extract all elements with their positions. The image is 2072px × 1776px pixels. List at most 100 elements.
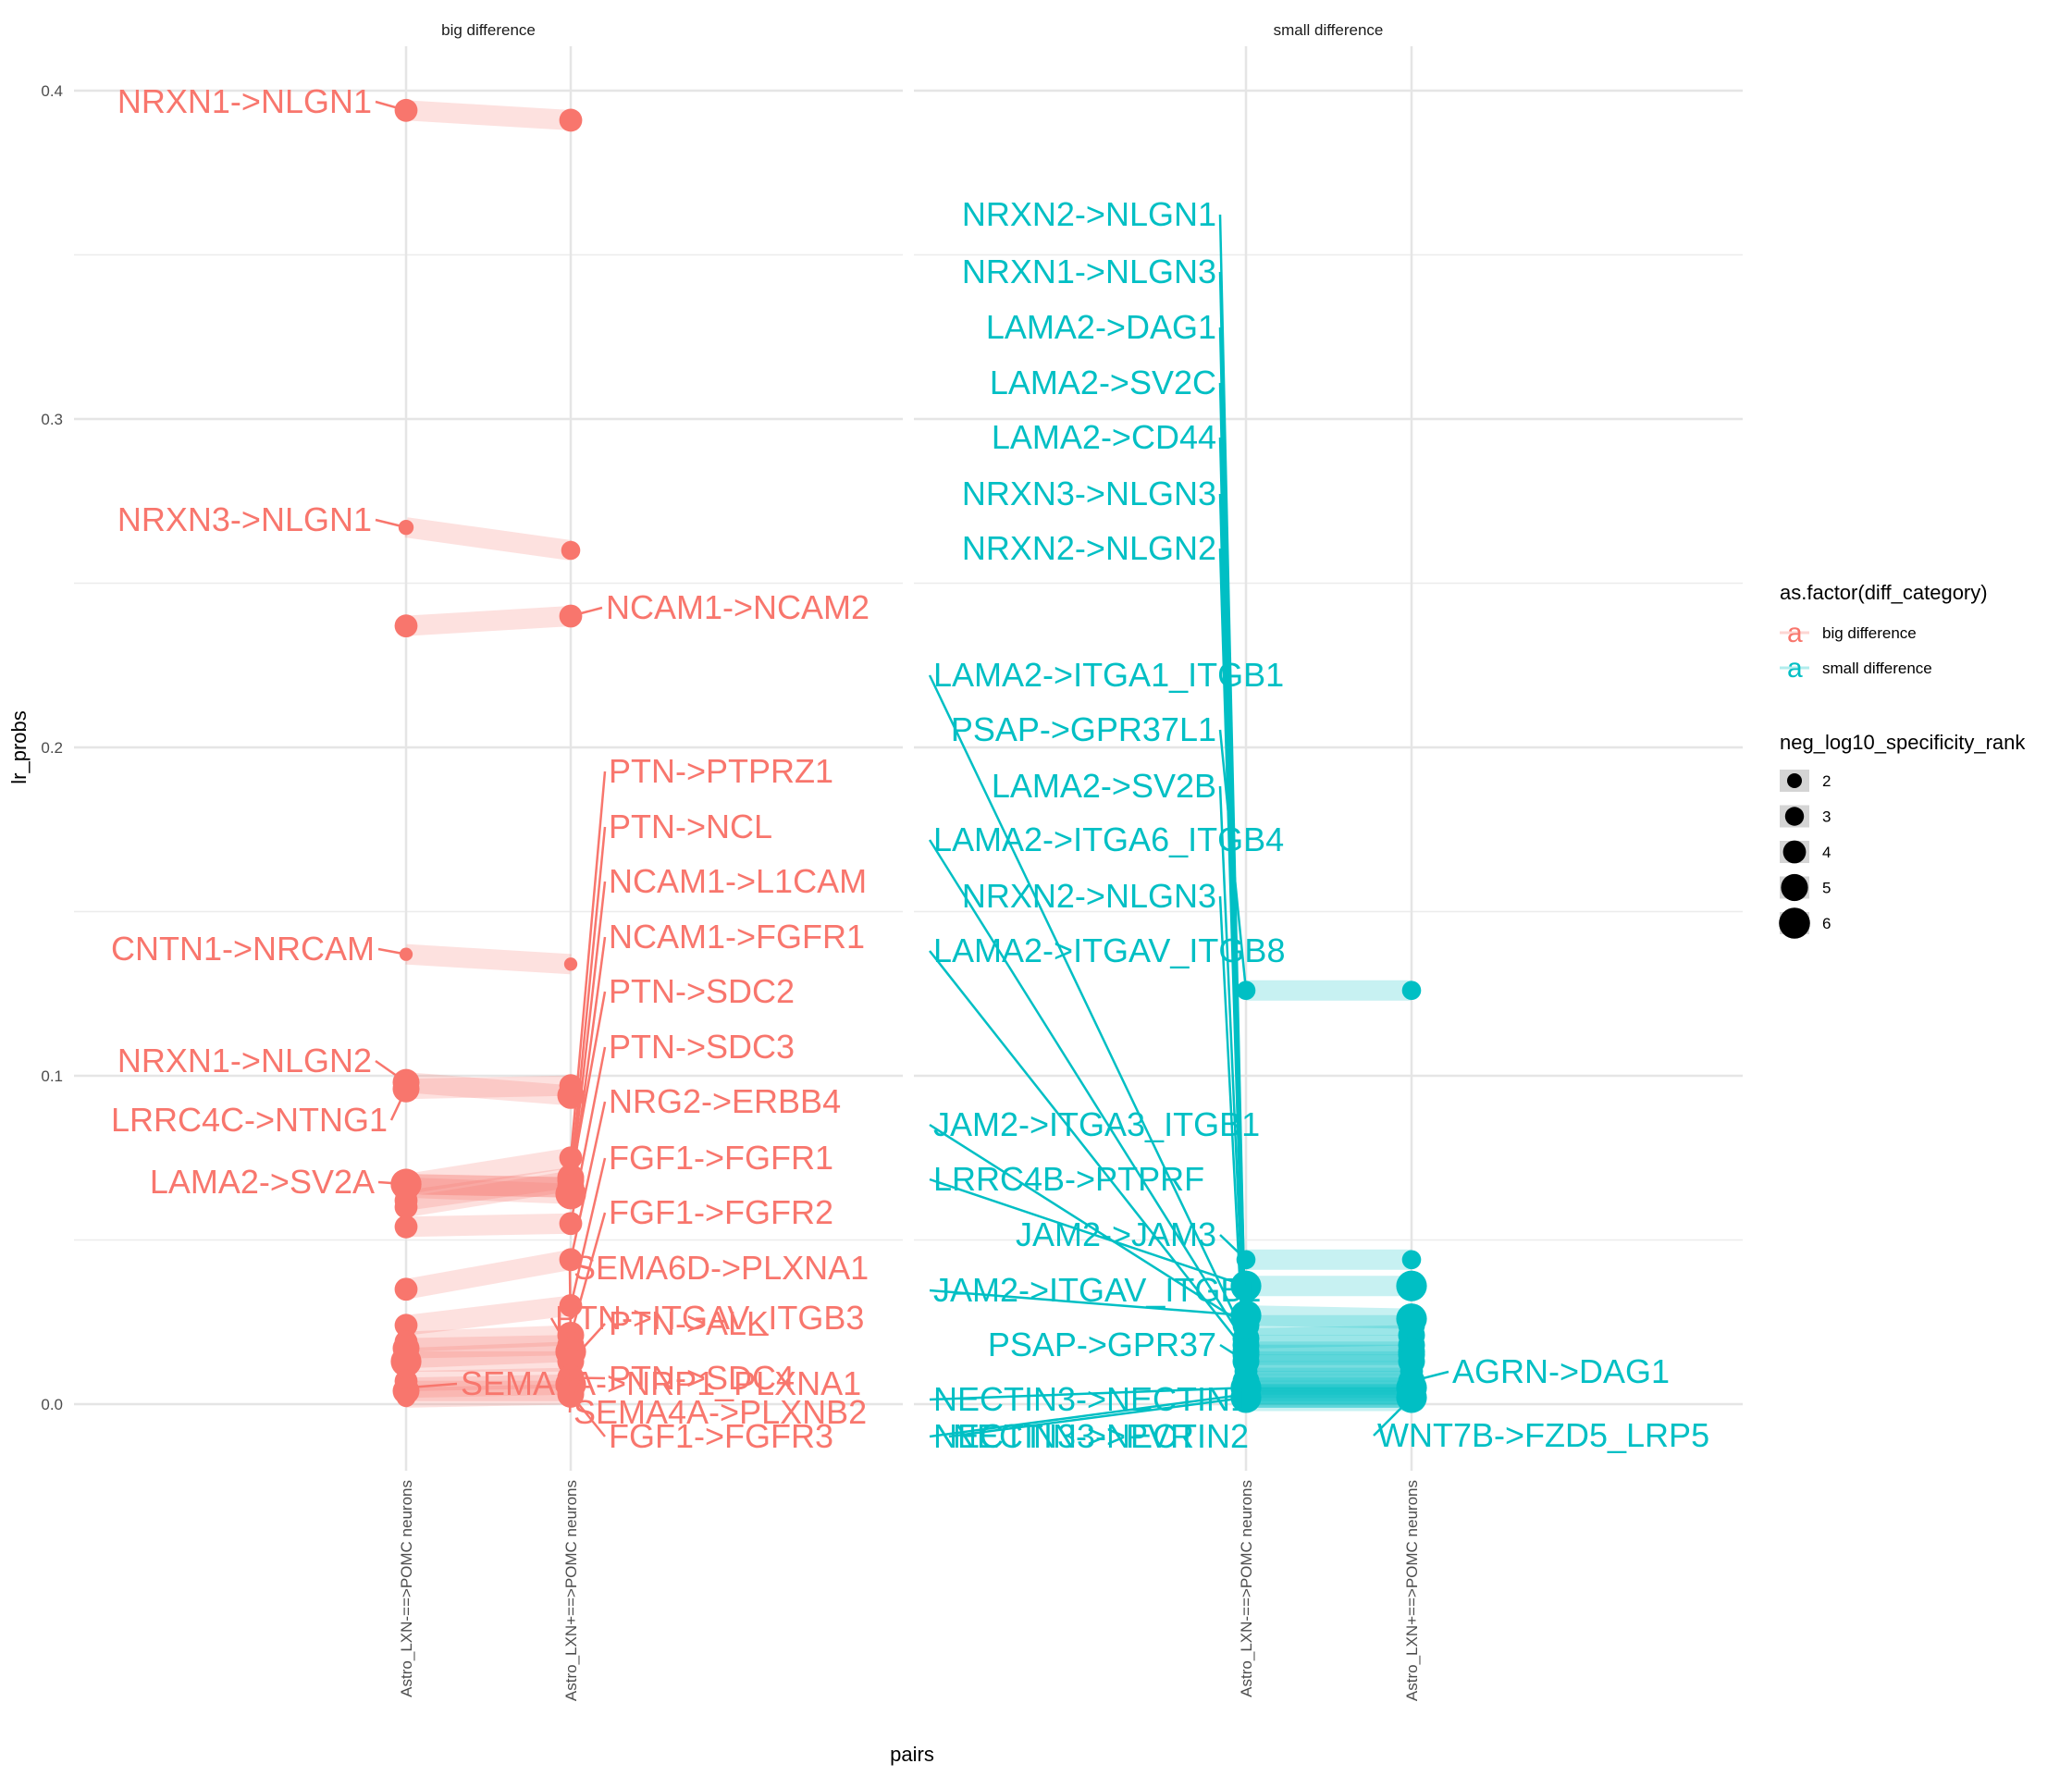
legend-size-label: 2 (1822, 772, 1831, 790)
slope-segment (404, 1170, 573, 1217)
data-point (561, 540, 581, 561)
label-leader-line (569, 881, 607, 1188)
data-label: LAMA2->SV2A (150, 1163, 375, 1201)
data-label: PSAP->GPR37L1 (951, 710, 1216, 748)
slope-segment (404, 1295, 573, 1336)
data-label: NECTIN3->NECTIN2 (933, 1417, 1249, 1455)
legend-size-key-circle (1787, 773, 1802, 788)
slope-segment (405, 1367, 572, 1392)
legend-color-key-glyph: a (1787, 653, 1803, 684)
slope-segment (405, 1341, 572, 1369)
label-leader-line (948, 1396, 1247, 1438)
legend-size-label: 5 (1822, 880, 1831, 897)
legend-color-keys: a big difference a small difference (1780, 618, 1932, 684)
facet-strip-small-difference: small difference (1274, 21, 1384, 39)
data-label: CNTN1->NRCAM (111, 930, 375, 968)
data-point (390, 1346, 422, 1377)
data-label: JAM2->JAM3 (1016, 1215, 1216, 1253)
data-label: NCAM1->FGFR1 (609, 918, 865, 956)
label-leader-line (929, 1123, 1247, 1326)
slope-segment (404, 1167, 573, 1211)
facet-strips: big difference small difference (441, 21, 1383, 39)
data-point (1396, 1382, 1427, 1413)
data-point (1401, 1250, 1422, 1270)
slope-segment (404, 517, 573, 561)
slope-segment (405, 1374, 572, 1399)
data-label: NCAM1->NCAM2 (606, 588, 870, 626)
data-point (559, 1212, 583, 1236)
y-tick-label: 0.3 (41, 411, 63, 428)
data-label: PSAP->GPR37 (988, 1326, 1216, 1363)
data-label: LAMA2->ITGAV_ITGB8 (933, 931, 1285, 969)
slope-segment (405, 1325, 572, 1352)
legend-size-label: 3 (1822, 808, 1831, 826)
label-leader-line (928, 839, 1248, 1346)
data-labels: NRXN1->NLGN1 NRXN3->NLGN1 NCAM1->NCAM2 CNTN… (111, 82, 1709, 1455)
data-label: JAM2->ITGA3_ITGB1 (933, 1105, 1260, 1143)
slope-segment (405, 1384, 572, 1408)
data-point (557, 1380, 585, 1408)
data-label: FGF1->FGFR3 (609, 1417, 833, 1455)
data-point (392, 1075, 420, 1103)
slope-segment (405, 100, 572, 130)
data-label: FGF1->FGFR2 (609, 1193, 833, 1231)
y-axis-ticks: 0.0 0.1 0.2 0.3 0.4 (41, 82, 63, 1413)
data-point (557, 1174, 585, 1202)
legend-size-key-circle (1784, 807, 1805, 826)
data-point (394, 1195, 418, 1219)
slope-segment (404, 1147, 573, 1195)
x-tick-label: Astro_LXN-==>POMC neurons (1238, 1480, 1255, 1697)
data-point (559, 1074, 583, 1098)
y-tick-label: 0.1 (41, 1067, 63, 1085)
slope-segment (405, 1174, 572, 1198)
label-leader-lines (375, 100, 1449, 1438)
legend-size-label: 6 (1822, 915, 1831, 932)
data-label: NRXN1->NLGN3 (962, 253, 1216, 290)
data-label: NECTIN3->PVR (953, 1417, 1194, 1455)
slope-segment (1245, 1325, 1412, 1349)
data-label: JAM2->ITGAV_ITGB1 (933, 1271, 1261, 1309)
data-point (394, 1314, 418, 1338)
data-point (1398, 1348, 1425, 1375)
data-label: PTN->ALK (609, 1304, 769, 1342)
x-tick-label: Astro_LXN+==>POMC neurons (1403, 1480, 1421, 1701)
slope-segment (405, 1174, 572, 1198)
data-label: PTN->ITGAV_ITGB3 (555, 1299, 864, 1337)
data-point (559, 604, 583, 628)
data-label: LAMA2->SV2C (990, 364, 1216, 401)
data-label: NRXN1->NLGN2 (117, 1042, 372, 1079)
y-axis-title: lr_probs (7, 710, 31, 783)
data-label: NRG2->ERBB4 (609, 1082, 841, 1120)
data-point (394, 1277, 418, 1301)
data-point (1396, 1270, 1427, 1301)
label-leader-line (1218, 729, 1248, 991)
data-point (1230, 1270, 1262, 1301)
label-leader-line (569, 826, 607, 1178)
slope-segment (405, 944, 572, 975)
legend-size-key-circle (1779, 907, 1810, 939)
label-leader-line (929, 1393, 1247, 1438)
x-tick-label: Astro_LXN-==>POMC neurons (398, 1480, 415, 1697)
data-label: PTN->PTPRZ1 (609, 752, 833, 790)
data-label: PTN->NCL (609, 808, 772, 845)
y-tick-label: 0.2 (41, 739, 63, 757)
data-label: LAMA2->DAG1 (986, 308, 1216, 346)
data-label: NRXN3->NLGN3 (962, 475, 1216, 512)
data-point (1236, 980, 1256, 1000)
legend-color-key-glyph: a (1787, 618, 1803, 648)
slope-segment (405, 1075, 572, 1100)
data-point (398, 519, 414, 536)
data-point (1232, 1348, 1260, 1375)
slope-segment (405, 1072, 572, 1106)
data-label: NECTIN3->NECTIN1 (933, 1380, 1249, 1418)
legend-size-key-circle (1782, 840, 1807, 864)
data-label: SEMA6D->PLXNA1 (574, 1249, 869, 1287)
legend-size-title: neg_log10_specificity_rank (1780, 731, 2026, 754)
legend-color-label: big difference (1822, 624, 1917, 642)
legend-color-title: as.factor(diff_category) (1780, 581, 1988, 604)
x-axis-ticks: Astro_LXN-==>POMC neurons Astro_LXN+==>PO… (398, 1480, 1421, 1701)
slope-segments (404, 100, 1412, 1412)
data-point (390, 1168, 422, 1200)
data-point (394, 1215, 418, 1239)
data-point (399, 947, 413, 961)
